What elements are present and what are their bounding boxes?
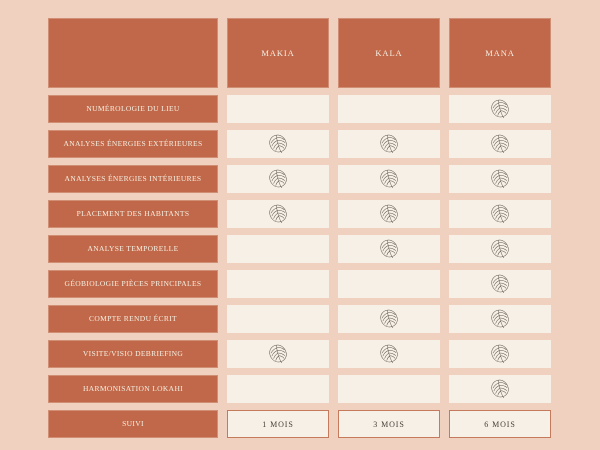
feature-cell-makia [227,340,329,368]
feature-cell-makia [227,375,329,403]
feature-cell-mana [449,95,551,123]
monstera-leaf-icon [269,204,287,223]
monstera-leaf-icon [491,239,509,258]
row-label: PLACEMENT DES HABITANTS [48,200,218,228]
column-header-makia: MAKIA [227,18,329,88]
monstera-leaf-icon [380,169,398,188]
row-label: HARMONISATION LOKAHI [48,375,218,403]
monstera-leaf-icon [491,344,509,363]
feature-cell-makia [227,235,329,263]
monstera-leaf-icon [491,169,509,188]
feature-cell-mana [449,200,551,228]
monstera-leaf-icon [380,309,398,328]
suivi-value-makia: 1 MOIS [227,410,329,438]
feature-cell-kala [338,270,440,298]
row-label: NUMÉROLOGIE DU LIEU [48,95,218,123]
table-corner-cell [48,18,218,88]
feature-cell-makia [227,165,329,193]
monstera-leaf-icon [491,99,509,118]
monstera-leaf-icon [380,239,398,258]
monstera-leaf-icon [491,379,509,398]
feature-cell-kala [338,130,440,158]
comparison-table: MAKIA KALA MANA NUMÉROLOGIE DU LIEU [48,18,551,438]
monstera-leaf-icon [269,344,287,363]
suivi-value-kala: 3 MOIS [338,410,440,438]
feature-cell-makia [227,130,329,158]
monstera-leaf-icon [491,204,509,223]
feature-cell-mana [449,165,551,193]
feature-cell-mana [449,235,551,263]
monstera-leaf-icon [269,169,287,188]
feature-cell-kala [338,375,440,403]
feature-cell-mana [449,375,551,403]
feature-cell-mana [449,270,551,298]
monstera-leaf-icon [491,309,509,328]
monstera-leaf-icon [380,134,398,153]
suivi-value-mana: 6 MOIS [449,410,551,438]
feature-cell-mana [449,305,551,333]
row-label: COMPTE RENDU ÉCRIT [48,305,218,333]
row-label: ANALYSES ÉNERGIES EXTÉRIEURES [48,130,218,158]
row-label-suivi: SUIVI [48,410,218,438]
feature-cell-kala [338,235,440,263]
feature-cell-makia [227,305,329,333]
row-label: GÉOBIOLOGIE PIÈCES PRINCIPALES [48,270,218,298]
feature-cell-mana [449,340,551,368]
feature-cell-kala [338,340,440,368]
column-header-mana: MANA [449,18,551,88]
feature-cell-makia [227,200,329,228]
feature-cell-makia [227,95,329,123]
monstera-leaf-icon [269,134,287,153]
row-label: VISITE/VISIO DEBRIEFING [48,340,218,368]
feature-cell-kala [338,200,440,228]
row-label: ANALYSE TEMPORELLE [48,235,218,263]
column-header-kala: KALA [338,18,440,88]
row-label: ANALYSES ÉNERGIES INTÉRIEURES [48,165,218,193]
feature-cell-kala [338,95,440,123]
feature-cell-mana [449,130,551,158]
feature-cell-kala [338,305,440,333]
monstera-leaf-icon [380,204,398,223]
monstera-leaf-icon [380,344,398,363]
monstera-leaf-icon [491,134,509,153]
monstera-leaf-icon [491,274,509,293]
feature-cell-makia [227,270,329,298]
feature-cell-kala [338,165,440,193]
